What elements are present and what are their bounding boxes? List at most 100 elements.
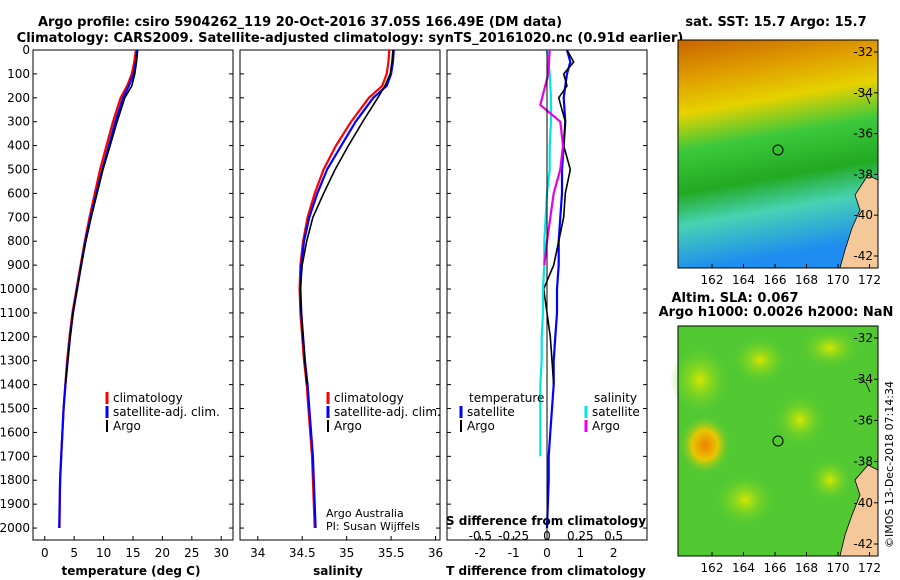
legend-climatology: climatology	[113, 391, 183, 405]
sst-map-coast	[857, 89, 871, 105]
map-lon-tick-label: 164	[732, 561, 755, 575]
map-lon-tick-label: 170	[827, 273, 850, 287]
legend-satellite: satellite-adj. clim.	[113, 405, 220, 419]
salinity-xtick-label: 34.5	[289, 546, 316, 560]
title-line-1: Argo profile: csiro 5904262_119 20-Oct-2…	[38, 15, 562, 30]
sdiff-xtick-label: 0.5	[604, 529, 623, 543]
map-lat-label: -36	[853, 413, 873, 427]
temperature-xtick-label: 20	[155, 546, 170, 560]
sla-blob	[774, 394, 826, 446]
salinity-panel	[239, 49, 441, 541]
map-lon-tick-label: 172	[858, 561, 881, 575]
temperature-legend: climatology satellite-adj. clim. Argo	[105, 391, 220, 433]
sla-blob	[715, 474, 775, 526]
temperature-xtick-label: 10	[96, 546, 111, 560]
depth-tick-label: 200	[7, 91, 30, 105]
map-lat-label: -32	[853, 331, 873, 345]
map-lat-label: -32	[853, 45, 873, 59]
title-line-2: Climatology: CARS2009. Satellite-adjuste…	[17, 31, 684, 46]
map-lat-label: -42	[853, 249, 873, 263]
map-lat-label: -34	[853, 86, 873, 100]
map-lon-tick-label: 172	[858, 273, 881, 287]
depth-tick-label: 1500	[0, 402, 30, 416]
map-lon-tick-label: 168	[795, 273, 818, 287]
tdiff-series-temperature-satellite	[545, 49, 572, 529]
legend-argo: Argo	[113, 419, 141, 433]
diff-legend-salinity: salinity	[594, 391, 637, 405]
tdiff-x-ticks: -2 -1 0 1 2	[474, 536, 617, 560]
map-lat-label: -34	[853, 372, 873, 386]
sdiff-x-ticks: -0.5-0.2500.250.5	[469, 529, 624, 543]
sal-legend-climatology: climatology	[334, 391, 404, 405]
depth-tick-label: 500	[7, 163, 30, 177]
watermark: ©IMOS 13-Dec-2018 07:14:34	[883, 381, 896, 548]
temperature-xtick-label: 25	[184, 546, 199, 560]
depth-tick-label: 100	[7, 67, 30, 81]
sla-map-coast	[857, 377, 871, 393]
depth-tick-label: 400	[7, 139, 30, 153]
depth-tick-label: 0	[22, 43, 30, 57]
temperature-axes-box	[32, 49, 234, 541]
map-bottom-title-1: Altim. SLA: 0.067	[672, 291, 799, 306]
sla-blob	[808, 458, 852, 502]
map-lon-tick-label: 166	[764, 561, 787, 575]
depth-tick-label: 1800	[0, 473, 30, 487]
sdiff-xtick-label: -0.25	[498, 529, 529, 543]
sst-argo-location	[772, 144, 784, 156]
salinity-axes-box	[239, 49, 441, 541]
map-lat-label: -40	[853, 208, 873, 222]
temperature-series-satellite-adj-clim-	[58, 49, 139, 529]
depth-tick-label: 300	[7, 115, 30, 129]
map-lon-tick-label: 166	[764, 273, 787, 287]
salinity-legend: climatology satellite-adj. clim. Argo Ar…	[326, 391, 441, 533]
temperature-xtick-label: 5	[70, 546, 78, 560]
depth-tick-label: 1600	[0, 425, 30, 439]
map-top-title: sat. SST: 15.7 Argo: 15.7	[685, 15, 866, 30]
sdiff-xtick-label: -0.5	[469, 529, 492, 543]
diff-legend-s-argo: Argo	[592, 419, 620, 433]
diff-legend-t-satellite: satellite	[467, 405, 515, 419]
tdiff-xtick-label: 0	[543, 546, 551, 560]
salinity-xtick-label: 36	[428, 546, 443, 560]
depth-tick-label: 2000	[0, 521, 30, 535]
tdiff-series-salinity-satellite	[539, 49, 553, 457]
sst-map-ticks: -32 -34 -36 -38 -40 -42 162 164 166 168 170 172	[701, 45, 881, 287]
tdiff-series-salinity-argo	[539, 49, 565, 266]
difference-series	[539, 49, 575, 529]
depth-tick-label: 1400	[0, 378, 30, 392]
sla-argo-location	[772, 435, 784, 447]
temperature-series	[58, 49, 139, 529]
depth-tick-label: 900	[7, 258, 30, 272]
map-lat-label: -38	[853, 455, 873, 469]
sla-map-frame	[677, 325, 879, 557]
salinity-series	[298, 49, 395, 529]
depth-tick-label: 700	[7, 210, 30, 224]
temperature-xtick-label: 30	[214, 546, 229, 560]
diff-legend-temperature: temperature	[469, 391, 544, 405]
sal-legend-argo: Argo	[334, 419, 362, 433]
tdiff-xtick-label: 1	[577, 546, 585, 560]
temperature-x-ticks: 0 5 10 15 20 25 30	[41, 536, 229, 560]
depth-tick-label: 1000	[0, 282, 30, 296]
sla-blob	[800, 328, 860, 368]
temperature-series-argo	[64, 49, 139, 385]
salinity-series-argo	[299, 49, 394, 385]
map-lon-tick-label: 164	[732, 273, 755, 287]
temperature-xlabel: temperature (deg C)	[62, 564, 201, 578]
depth-tick-label: 1200	[0, 330, 30, 344]
tdiff-xtick-label: -1	[508, 546, 520, 560]
depth-tick-label: 800	[7, 234, 30, 248]
diff-legend-t-argo: Argo	[467, 419, 495, 433]
sdiff-xtick-label: 0.25	[567, 529, 594, 543]
map-lat-label: -36	[853, 127, 873, 141]
salinity-xtick-label: 35	[339, 546, 354, 560]
depth-axis-ticks: 0 100 200 300 400 500 600 700 800 900 1000 1100 1200…	[0, 43, 647, 535]
sdiff-xlabel: S difference from climatology	[446, 514, 646, 528]
map-bottom-title-2: Argo h1000: 0.0026 h2000: NaN	[659, 305, 894, 320]
depth-tick-label: 1100	[0, 306, 30, 320]
temperature-panel	[32, 49, 234, 541]
map-lon-tick-label: 170	[827, 561, 850, 575]
depth-tick-label: 600	[7, 186, 30, 200]
depth-tick-label: 1300	[0, 354, 30, 368]
temperature-series-climatology	[58, 49, 137, 529]
